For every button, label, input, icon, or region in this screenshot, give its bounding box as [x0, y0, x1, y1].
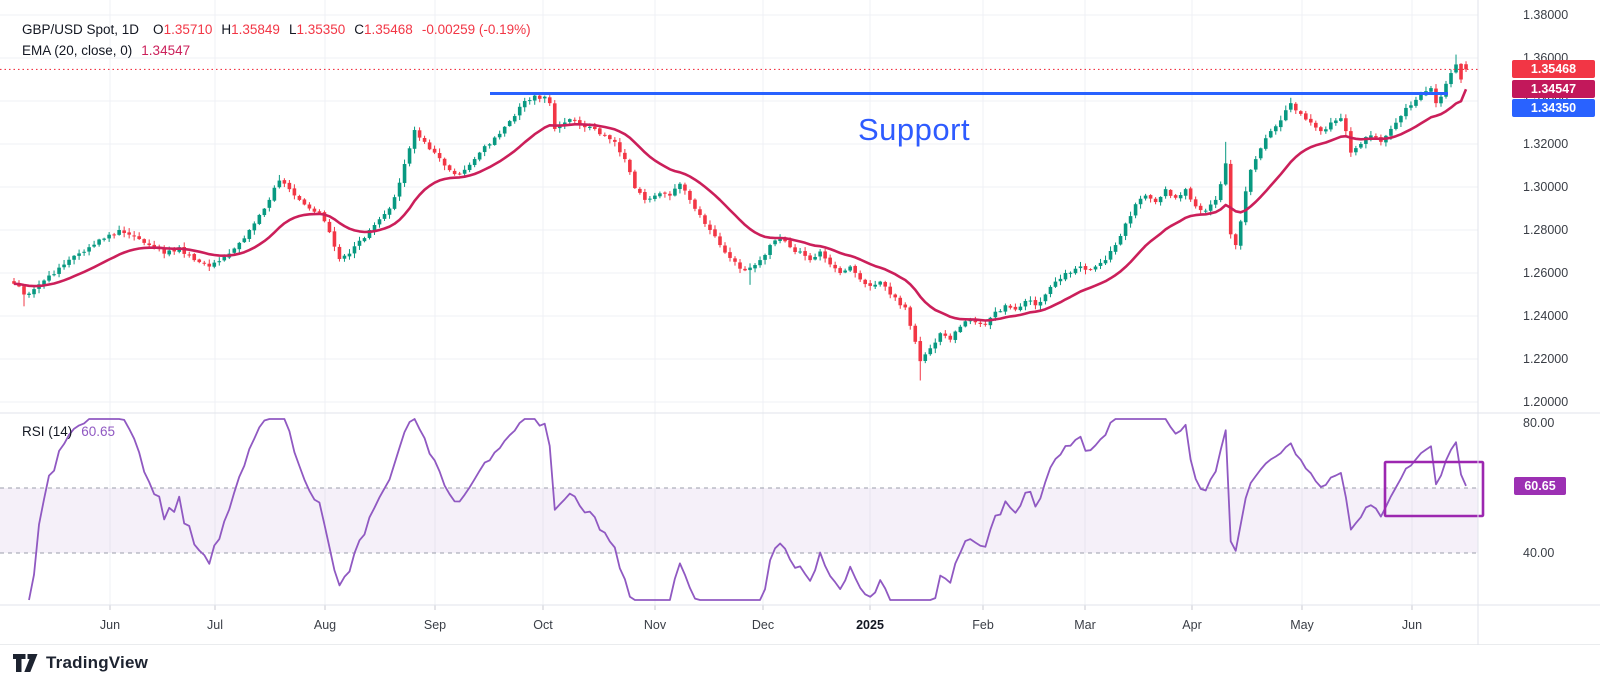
ema-label: EMA (20, close, 0)	[22, 43, 133, 58]
time-axis-label: Apr	[1182, 618, 1202, 632]
time-axis-label: Jun	[99, 618, 121, 632]
price-axis-label: 1.20000	[1523, 395, 1569, 409]
price-axis-label: 1.30000	[1523, 180, 1569, 194]
close-label: C	[354, 22, 365, 37]
high-label: H	[221, 22, 232, 37]
price-axis-label: 1.22000	[1523, 352, 1569, 366]
tradingview-brand[interactable]: TradingView	[12, 653, 148, 673]
tradingview-brand-text: TradingView	[46, 653, 149, 672]
time-axis-label-year: 2025	[856, 618, 884, 632]
symbol-legend[interactable]: GBP/USD Spot, 1D O1.35710 H1.35849 L1.35350…	[22, 20, 531, 40]
low-value: 1.35350	[296, 22, 346, 37]
time-scale[interactable]: Jun Jul Aug Sep Oct Nov Dec 2025 Feb Mar Apr May Jun	[0, 605, 1478, 645]
support-annotation[interactable]: Support	[858, 112, 971, 147]
time-axis-label: Nov	[643, 618, 667, 632]
time-axis-label: May	[1290, 618, 1314, 632]
footer-bar: TradingView	[0, 645, 1600, 692]
rsi-highlight-box	[1383, 460, 1485, 518]
time-axis-label: Jul	[207, 618, 223, 632]
open-value: 1.35710	[163, 22, 213, 37]
price-axis-label: 1.32000	[1523, 137, 1569, 151]
price-axis-label: 1.24000	[1523, 309, 1569, 323]
ema-legend[interactable]: EMA (20, close, 0) 1.34547	[22, 41, 190, 61]
ema-value: 1.34547	[141, 43, 191, 58]
time-axis-label: Mar	[1074, 618, 1096, 632]
rsi-legend[interactable]: RSI (14) 60.65	[22, 424, 115, 439]
ema-price-badge: 1.34547	[1512, 80, 1595, 99]
rsi-axis-label: 80.00	[1523, 416, 1555, 430]
symbol-title: GBP/USD Spot, 1D	[22, 22, 140, 37]
support-price-badge: 1.34350	[1512, 99, 1595, 118]
time-axis-label: Feb	[972, 618, 994, 632]
chart-canvas[interactable]	[0, 0, 1600, 645]
close-value: 1.35468	[364, 22, 413, 37]
rsi-value: 60.65	[81, 424, 116, 439]
time-axis-label: Sep	[423, 618, 447, 632]
time-axis-label: Jun	[1401, 618, 1423, 632]
time-axis-label: Dec	[751, 618, 775, 632]
open-label: O	[153, 22, 164, 37]
rsi-value-badge: 60.65	[1514, 476, 1566, 495]
low-label: L	[288, 22, 297, 37]
rsi-label: RSI (14)	[22, 424, 73, 439]
time-axis-label: Aug	[313, 618, 337, 632]
high-value: 1.35849	[231, 22, 280, 37]
price-scale[interactable]: 1.35468 1.34547 1.34350 60.65 1.38000 1.3…	[1478, 0, 1600, 605]
change-value: -0.00259 (-0.19%)	[421, 22, 531, 37]
tradingview-logo-icon	[13, 654, 38, 672]
time-axis-label: Oct	[533, 618, 553, 632]
rsi-axis-label: 40.00	[1523, 546, 1555, 560]
price-axis-label: 1.26000	[1523, 266, 1569, 280]
price-axis-label: 1.38000	[1523, 8, 1569, 22]
price-axis-label: 1.28000	[1523, 223, 1569, 237]
last-price-badge: 1.35468	[1512, 60, 1595, 79]
